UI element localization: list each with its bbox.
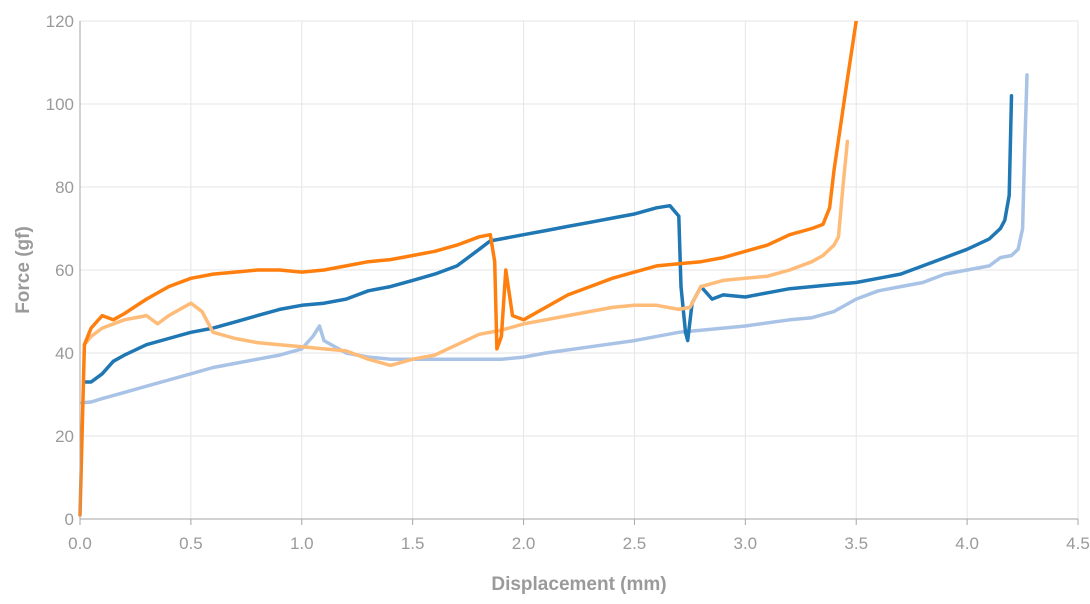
x-tick-label: 3.0 — [734, 534, 758, 553]
y-tick-label: 120 — [46, 12, 74, 31]
x-tick-label: 2.5 — [623, 534, 647, 553]
y-tick-label: 20 — [55, 427, 74, 446]
y-tick-label: 40 — [55, 344, 74, 363]
x-tick-label: 3.5 — [844, 534, 868, 553]
x-tick-label: 1.5 — [401, 534, 425, 553]
x-tick-label: 4.5 — [1066, 534, 1090, 553]
y-tick-label: 100 — [46, 95, 74, 114]
x-tick-label: 4.0 — [955, 534, 979, 553]
axes: 0 20 40 60 80 100 120 0.0 0.5 1.0 1.5 2.0 2.5 3.0 3.5 4… — [46, 12, 1090, 553]
series-line-4 — [78, 21, 858, 517]
series-lines — [78, 21, 1029, 517]
y-tick-label: 0 — [65, 510, 74, 529]
y-tick-label: 80 — [55, 178, 74, 197]
x-tick-label: 0.0 — [68, 534, 92, 553]
x-axis-title: Displacement (mm) — [491, 574, 666, 595]
y-axis-title: Force (gf) — [13, 226, 34, 314]
grid — [80, 20, 1079, 519]
x-tick-label: 1.0 — [290, 534, 314, 553]
x-tick-label: 2.0 — [512, 534, 536, 553]
x-tick-label: 0.5 — [179, 534, 203, 553]
y-tick-label: 60 — [55, 261, 74, 280]
series-line-1 — [80, 73, 1029, 405]
series-line-2 — [82, 93, 1014, 384]
series-line-3 — [82, 139, 850, 368]
